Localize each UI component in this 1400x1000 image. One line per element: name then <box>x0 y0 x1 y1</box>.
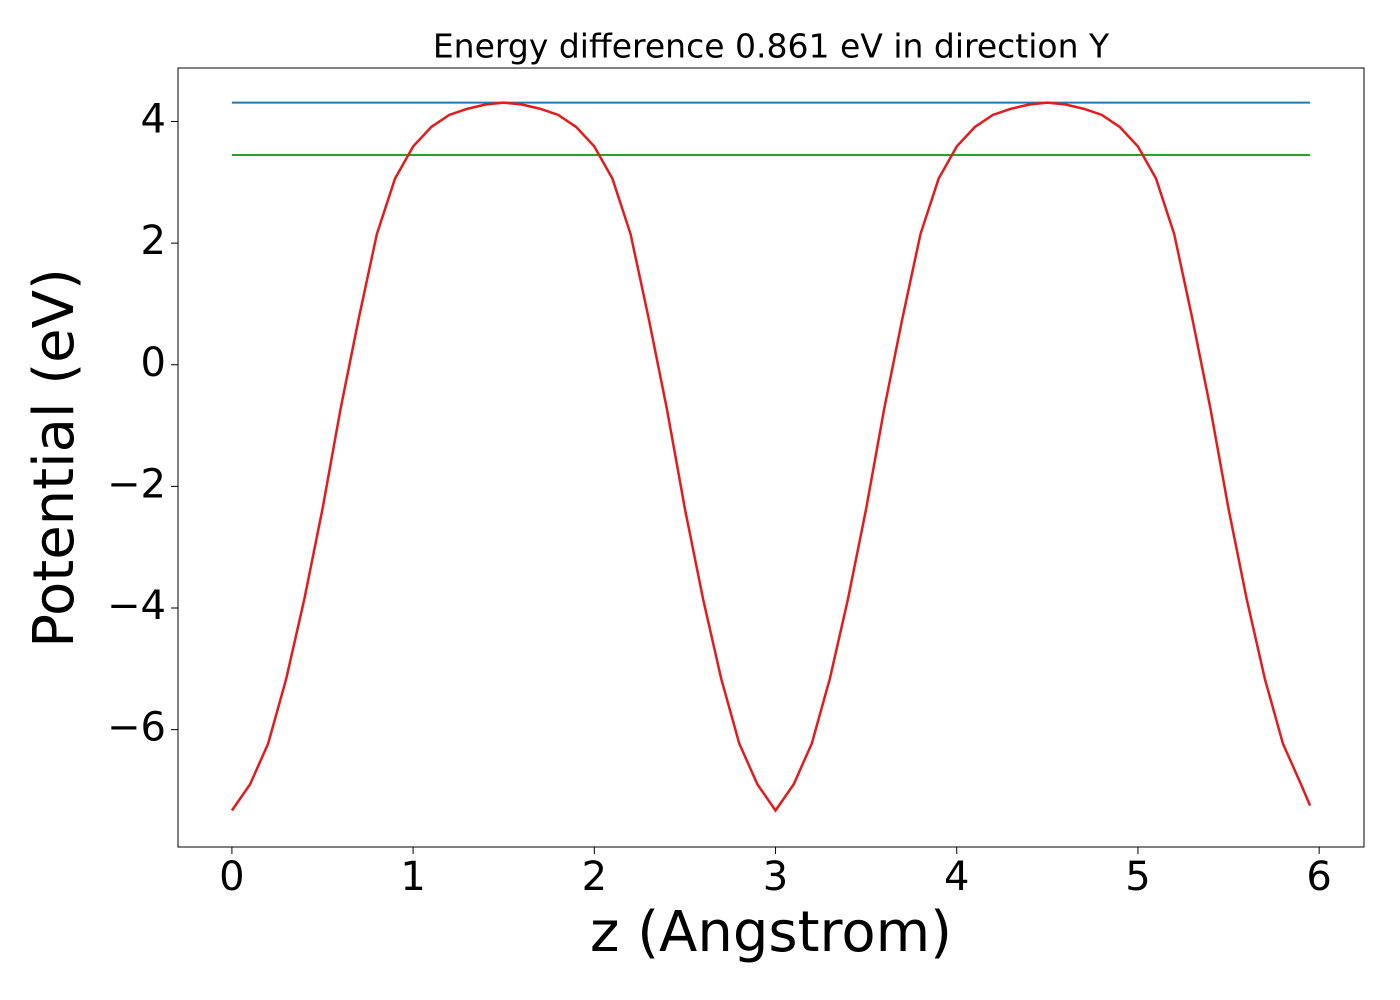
x-tick-label: 6 <box>1306 854 1331 900</box>
x-tick-label: 4 <box>944 854 969 900</box>
x-tick-label: 0 <box>219 854 244 900</box>
y-tick-label: −4 <box>107 583 166 629</box>
chart-title: Energy difference 0.861 eV in direction … <box>433 27 1110 66</box>
x-axis-label: z (Angstrom) <box>590 900 952 965</box>
x-tick-label: 1 <box>400 854 425 900</box>
x-tick-label: 3 <box>763 854 788 900</box>
y-tick-label: 0 <box>141 340 166 386</box>
x-tick-label: 5 <box>1125 854 1150 900</box>
y-tick-label: 4 <box>141 97 166 143</box>
y-tick-label: −2 <box>107 461 166 507</box>
y-tick-label: −6 <box>107 705 166 751</box>
x-tick-label: 2 <box>582 854 607 900</box>
y-axis-label: Potential (eV) <box>22 268 87 648</box>
plot-frame <box>177 67 1365 848</box>
data-line <box>230 101 1312 813</box>
y-tick-label: 2 <box>141 218 166 264</box>
